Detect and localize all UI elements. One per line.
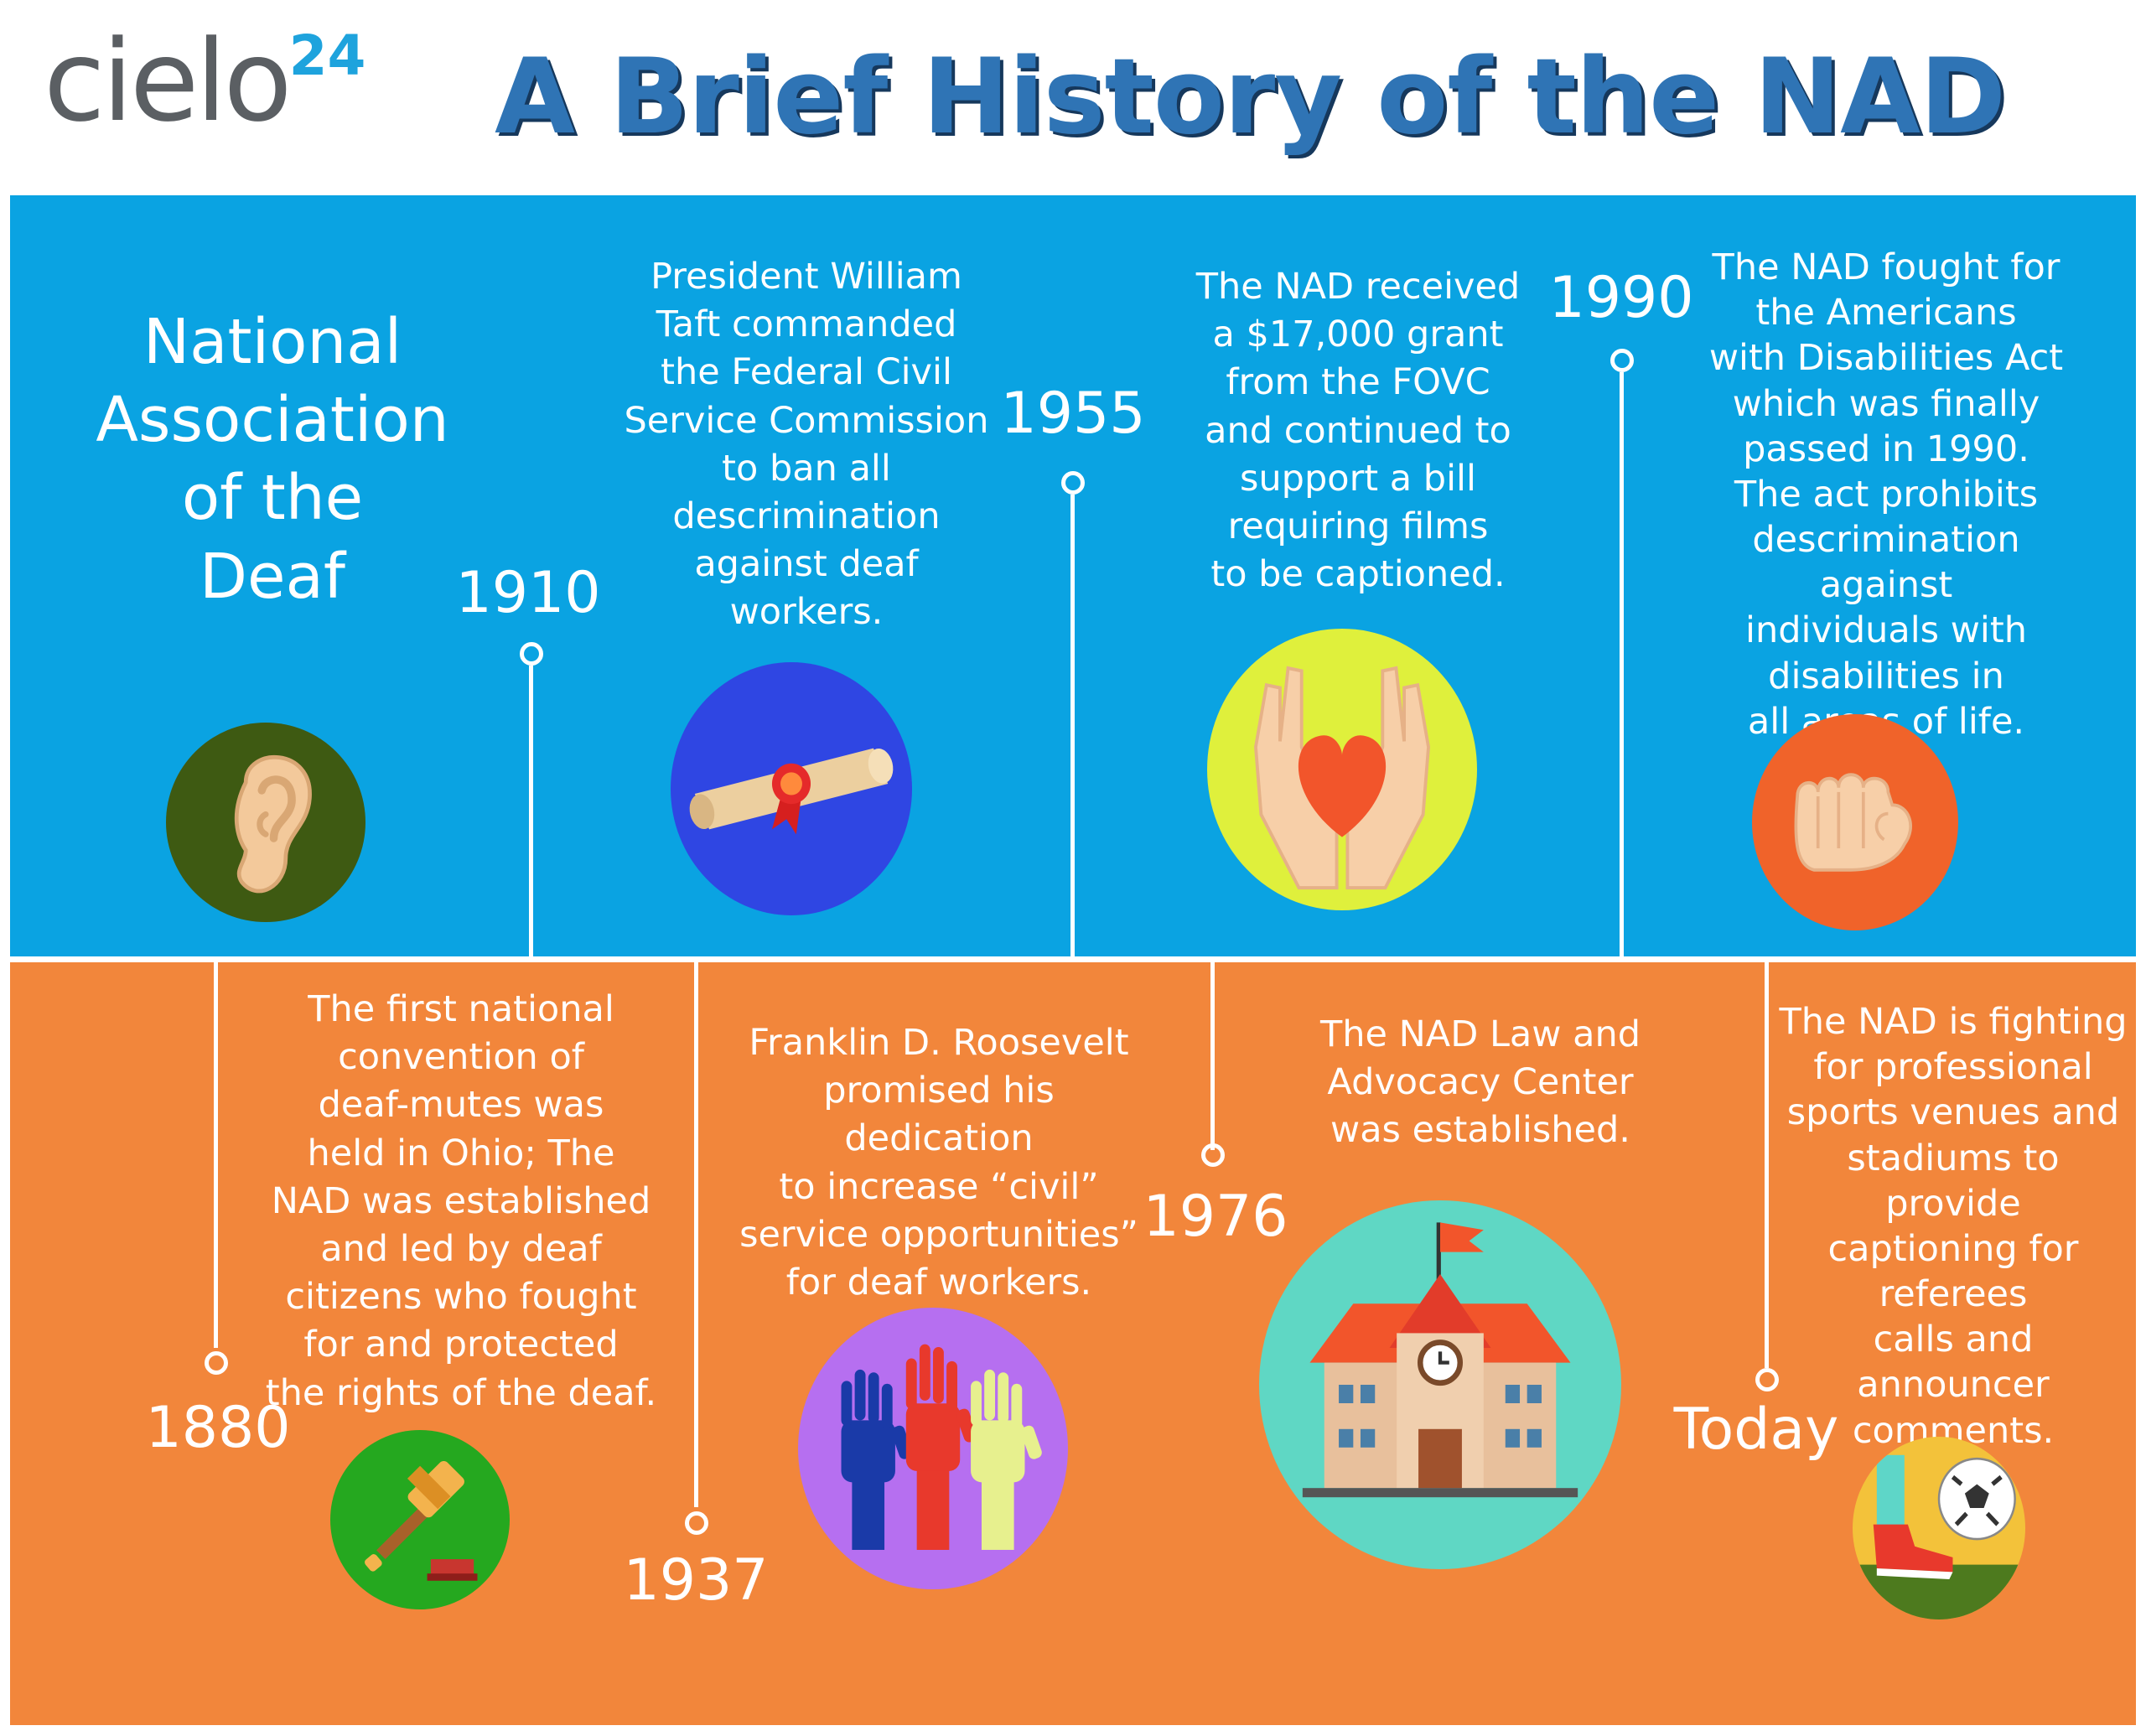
text-line: workers. [729, 591, 884, 634]
text-line: NAD was established [271, 1179, 651, 1222]
text-line: The NAD fought for [1712, 246, 2060, 288]
text-line: with Disabilities Act [1708, 337, 2064, 380]
text-line: to be captioned. [1210, 553, 1506, 596]
ear-icon [166, 723, 365, 922]
text-line: the Americans [1755, 292, 2017, 334]
text-line: descrimination [672, 495, 941, 537]
text-line: The NAD is fighting [1779, 1001, 2128, 1043]
intro-line: of the [181, 462, 364, 535]
heart-in-hands-icon [1207, 629, 1477, 910]
text-line: for deaf workers. [785, 1261, 1092, 1303]
text-line: the rights of the deaf. [265, 1371, 657, 1414]
text-line: a $17,000 grant [1212, 314, 1504, 356]
text-line: from the FOVC [1226, 361, 1490, 404]
text-line: Franklin D. Roosevelt [749, 1022, 1129, 1064]
event-year-1955: 1955 [1000, 381, 1146, 447]
event-year-1880: 1880 [145, 1395, 291, 1461]
timeline-bottom-band [10, 962, 2136, 1725]
text-line: Advocacy Center [1327, 1061, 1634, 1104]
event-year-today: Today [1673, 1397, 1839, 1463]
event-year-1990: 1990 [1548, 265, 1694, 331]
text-line: The NAD Law and [1319, 1013, 1641, 1055]
intro-heading: National Association of the Deaf [84, 303, 461, 616]
text-line: and continued to [1205, 409, 1511, 452]
text-line: disabilities in [1768, 655, 2004, 697]
text-line: against deaf [694, 543, 919, 586]
text-line: referees [1879, 1273, 2028, 1316]
page-title: A Brief History of the NAD [495, 37, 2006, 158]
text-line: stadiums to provide [1847, 1137, 2060, 1225]
gavel-icon [330, 1430, 510, 1609]
connector-line-1937 [694, 962, 698, 1507]
text-line: requiring films [1227, 505, 1489, 547]
text-line: The NAD received [1195, 266, 1521, 308]
event-text-1955: The NAD received a $17,000 grant from th… [1174, 263, 1542, 599]
timeline-dot-today [1755, 1368, 1779, 1391]
text-line: and led by deaf [320, 1227, 602, 1270]
event-text-1937: Franklin D. Roosevelt promised his dedic… [729, 1019, 1148, 1307]
text-line: was established. [1330, 1109, 1630, 1152]
text-line: The act prohibits [1734, 473, 2039, 516]
intro-line: Association [96, 384, 449, 457]
timeline-dot-1937 [685, 1511, 708, 1535]
event-text-1910: President William Taft commanded the Fed… [622, 253, 991, 637]
text-line: citizens who fought [285, 1276, 637, 1319]
raised-hands-icon [798, 1308, 1068, 1589]
intro-line: Deaf [200, 540, 345, 613]
connector-line-today [1765, 962, 1769, 1368]
text-line: Service Commission [624, 399, 989, 442]
text-line: passed in 1990. [1743, 428, 2029, 470]
timeline-dot-1880 [205, 1351, 228, 1375]
cielo24-logo: cielo24 [44, 25, 365, 137]
intro-line: National [143, 306, 402, 378]
text-line: service opportunities” [739, 1213, 1138, 1256]
text-line: for professional [1813, 1046, 2093, 1089]
connector-line-1990 [1620, 372, 1624, 956]
text-line: Taft commanded [656, 303, 957, 346]
text-line: to ban all [722, 447, 891, 490]
connector-line-1955 [1070, 495, 1075, 956]
timeline-dot-1990 [1610, 349, 1634, 372]
text-line: The first national [308, 988, 614, 1030]
connector-line-1910 [529, 666, 533, 956]
fist-icon [1752, 714, 1958, 930]
text-line: held in Ohio; The [307, 1132, 615, 1174]
text-line: deaf-mutes was [318, 1084, 604, 1127]
school-building-icon [1259, 1200, 1621, 1569]
text-line: calls and [1873, 1319, 2034, 1361]
text-line: promised his dedication [823, 1070, 1055, 1160]
text-line: convention of [338, 1036, 584, 1079]
event-text-today: The NAD is fighting for professional spo… [1777, 999, 2129, 1454]
text-line: individuals with [1745, 609, 2027, 652]
timeline-dot-1955 [1061, 471, 1085, 495]
text-line: sports venues and [1786, 1091, 2120, 1134]
diploma-scroll-icon [671, 662, 912, 915]
event-year-1910: 1910 [455, 560, 601, 626]
event-year-1937: 1937 [623, 1547, 769, 1614]
text-line: for and protected [303, 1324, 619, 1366]
text-line: announcer [1857, 1364, 2050, 1407]
event-text-1990: The NAD fought for the Americans with Di… [1685, 245, 2087, 744]
soccer-kick-icon [1853, 1437, 2025, 1619]
text-line: captioning for [1827, 1227, 2079, 1270]
text-line: President William [651, 256, 962, 298]
text-line: the Federal Civil [661, 351, 952, 394]
text-line: descrimination against [1752, 519, 2020, 607]
connector-line-1976 [1210, 962, 1215, 1150]
event-text-1880: The first national convention of deaf-mu… [251, 986, 671, 1417]
text-line: which was finally [1732, 382, 2040, 425]
text-line: support a bill [1240, 457, 1476, 500]
connector-line-1880 [214, 962, 218, 1348]
text-line: to increase “civil” [779, 1165, 1099, 1208]
logo-text: cielo [44, 16, 293, 147]
timeline-dot-1976 [1201, 1143, 1225, 1167]
timeline-dot-1910 [520, 642, 543, 666]
logo-superscript: 24 [288, 23, 366, 88]
event-year-1976: 1976 [1143, 1184, 1288, 1250]
event-text-1976: The NAD Law and Advocacy Center was esta… [1304, 1011, 1656, 1155]
